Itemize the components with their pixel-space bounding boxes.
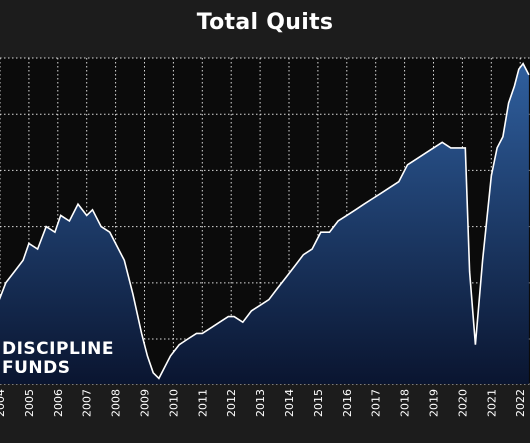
brand-logo-line1: DISCIPLINE [2, 339, 114, 359]
x-tick-label-2009: 2009 [139, 389, 152, 417]
x-tick-label-2018: 2018 [399, 389, 412, 417]
brand-logo-line2: FUNDS [2, 358, 71, 378]
x-tick-label-2013: 2013 [254, 389, 267, 417]
x-tick-label-2014: 2014 [283, 389, 296, 417]
x-tick-label-2011: 2011 [196, 389, 209, 417]
x-tick-label-2008: 2008 [110, 389, 123, 417]
x-tick-label-2004: 2004 [0, 389, 7, 417]
x-tick-label-2007: 2007 [81, 389, 94, 417]
series-area [0, 63, 529, 384]
x-tick-label-2006: 2006 [52, 389, 65, 417]
chart-title: Total Quits [196, 10, 334, 35]
x-tick-label-2021: 2021 [485, 389, 498, 417]
x-axis-ticks: 2004 2005 2006 2007 2008 2009 2010 2011 2012 2013… [0, 389, 527, 417]
x-tick-label-2022: 2022 [514, 389, 527, 417]
x-tick-label-2005: 2005 [23, 389, 36, 417]
x-tick-label-2015: 2015 [312, 389, 325, 417]
x-tick-label-2017: 2017 [370, 389, 383, 417]
x-tick-label-2016: 2016 [341, 389, 354, 417]
x-tick-label-2019: 2019 [428, 389, 441, 417]
x-tick-label-2020: 2020 [456, 389, 469, 417]
x-tick-label-2010: 2010 [167, 389, 180, 417]
x-tick-label-2012: 2012 [225, 389, 238, 417]
series-line [0, 62, 530, 380]
